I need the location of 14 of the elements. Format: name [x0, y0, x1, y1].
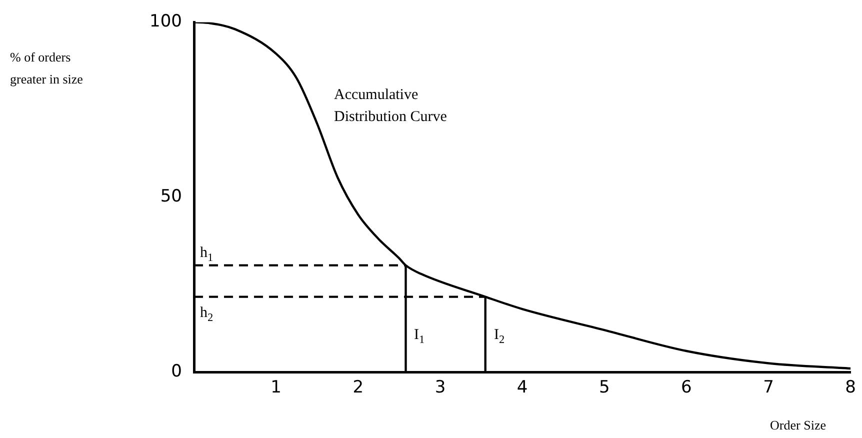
- x-tick-label: 2: [352, 378, 364, 398]
- y-tick-label: 0: [171, 361, 182, 382]
- y-tick-label: 100: [150, 12, 182, 32]
- x-tick-label: 1: [270, 378, 282, 398]
- x-tick-label: 7: [763, 378, 774, 398]
- x-tick-label: 3: [434, 378, 446, 398]
- text: % of orders greater in size: [10, 49, 84, 86]
- x-tick-label: 8: [845, 378, 856, 398]
- x-tick-label: 4: [516, 378, 528, 398]
- x-tick-label: 6: [681, 378, 692, 398]
- annotation: Accumulative Distribution Curve: [334, 86, 448, 125]
- x-axis-title: Order Size: [770, 417, 826, 432]
- y-tick-label: 50: [160, 186, 182, 207]
- x-tick-label: 5: [598, 378, 610, 398]
